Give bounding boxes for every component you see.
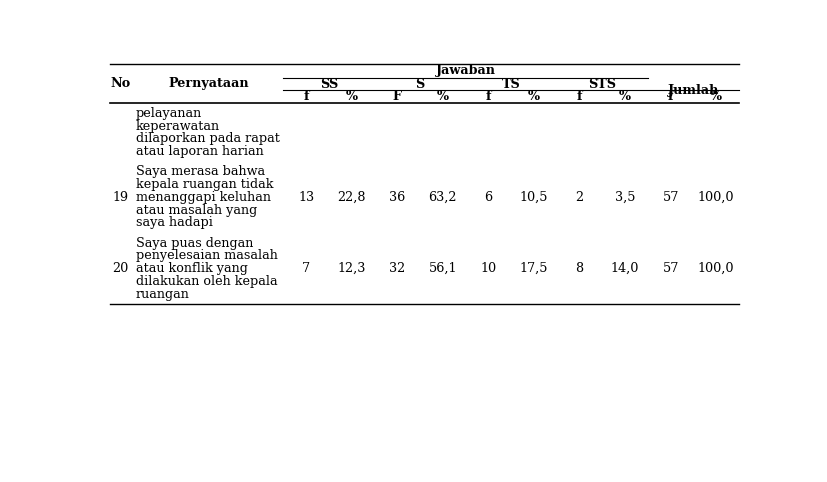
Text: 14,0: 14,0 (610, 262, 638, 275)
Text: f: f (576, 90, 581, 103)
Text: 6: 6 (484, 191, 492, 204)
Text: 32: 32 (389, 262, 405, 275)
Text: f: f (667, 90, 672, 103)
Text: f: f (303, 90, 308, 103)
Text: Pernyataan: Pernyataan (169, 77, 249, 90)
Text: 17,5: 17,5 (519, 262, 547, 275)
Text: 56,1: 56,1 (428, 262, 457, 275)
Text: atau laporan harian: atau laporan harian (136, 145, 264, 158)
Text: 3,5: 3,5 (614, 191, 634, 204)
Text: Jawaban: Jawaban (435, 65, 495, 78)
Text: %: % (710, 90, 721, 103)
Text: 7: 7 (302, 262, 310, 275)
Text: 57: 57 (662, 191, 678, 204)
Text: 57: 57 (662, 262, 678, 275)
Text: %: % (619, 90, 630, 103)
Text: Saya puas dengan: Saya puas dengan (136, 237, 253, 250)
Text: 63,2: 63,2 (428, 191, 457, 204)
Text: TS: TS (501, 78, 520, 91)
Text: %: % (345, 90, 357, 103)
Text: 100,0: 100,0 (697, 262, 734, 275)
Text: F: F (392, 90, 401, 103)
Text: menanggapi keluhan: menanggapi keluhan (136, 191, 270, 204)
Text: saya hadapi: saya hadapi (136, 216, 213, 229)
Text: penyelesaian masalah: penyelesaian masalah (136, 249, 278, 262)
Text: %: % (528, 90, 539, 103)
Text: S: S (415, 78, 424, 91)
Text: ruangan: ruangan (136, 288, 189, 301)
Text: f: f (485, 90, 490, 103)
Text: keperawatan: keperawatan (136, 120, 220, 133)
Text: 100,0: 100,0 (697, 191, 734, 204)
Text: 22,8: 22,8 (337, 191, 366, 204)
Text: atau konflik yang: atau konflik yang (136, 262, 247, 275)
Text: SS: SS (319, 78, 337, 91)
Text: 10,5: 10,5 (519, 191, 547, 204)
Text: pelayanan: pelayanan (136, 107, 202, 120)
Text: 13: 13 (298, 191, 313, 204)
Text: 10: 10 (480, 262, 496, 275)
Text: Jumlah: Jumlah (667, 84, 718, 97)
Text: No: No (110, 77, 131, 90)
Text: kepala ruangan tidak: kepala ruangan tidak (136, 178, 273, 191)
Text: 20: 20 (112, 262, 128, 275)
Text: 8: 8 (575, 262, 583, 275)
Text: STS: STS (587, 78, 615, 91)
Text: %: % (437, 90, 448, 103)
Text: 12,3: 12,3 (337, 262, 366, 275)
Text: 36: 36 (389, 191, 405, 204)
Text: Saya merasa bahwa: Saya merasa bahwa (136, 165, 265, 178)
Text: atau masalah yang: atau masalah yang (136, 203, 257, 216)
Text: dilaporkan pada rapat: dilaporkan pada rapat (136, 133, 280, 146)
Text: 2: 2 (575, 191, 583, 204)
Text: dilakukan oleh kepala: dilakukan oleh kepala (136, 275, 277, 288)
Text: 19: 19 (112, 191, 128, 204)
